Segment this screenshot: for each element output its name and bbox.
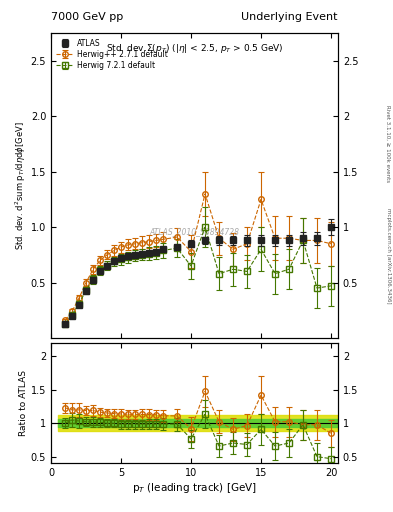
Text: Underlying Event: Underlying Event <box>241 11 338 22</box>
Text: Rivet 3.1.10, ≥ 100k events: Rivet 3.1.10, ≥ 100k events <box>386 105 391 182</box>
Text: mcplots.cern.ch [arXiv:1306.3436]: mcplots.cern.ch [arXiv:1306.3436] <box>386 208 391 304</box>
Text: 7000 GeV pp: 7000 GeV pp <box>51 11 123 22</box>
X-axis label: p$_T$ (leading track) [GeV]: p$_T$ (leading track) [GeV] <box>132 481 257 495</box>
Legend: ATLAS, Herwig++ 2.7.1 default, Herwig 7.2.1 default: ATLAS, Herwig++ 2.7.1 default, Herwig 7.… <box>55 37 169 72</box>
Y-axis label: Ratio to ATLAS: Ratio to ATLAS <box>19 370 28 436</box>
Text: ATLAS_2010_S8894728: ATLAS_2010_S8894728 <box>149 227 240 236</box>
Y-axis label: Std. dev. d$^2$sum p$_T$/d$\eta$d$\phi$[GeV]: Std. dev. d$^2$sum p$_T$/d$\eta$d$\phi$[… <box>13 121 28 250</box>
Text: Std. dev.$\Sigma(p_T)$ ($|\eta|$ < 2.5, $p_T$ > 0.5 GeV): Std. dev.$\Sigma(p_T)$ ($|\eta|$ < 2.5, … <box>106 42 283 55</box>
